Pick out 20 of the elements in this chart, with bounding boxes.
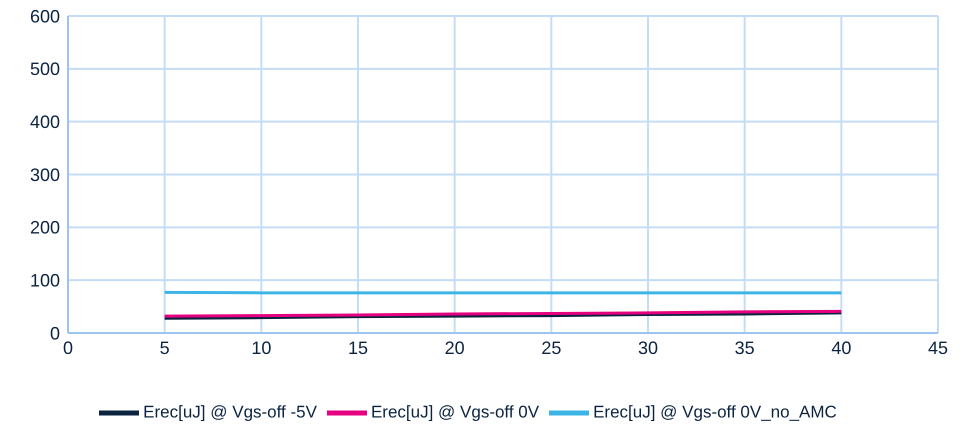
y-tick-label: 600 (30, 6, 60, 26)
legend-label: Erec[uJ] @ Vgs-off -5V (143, 402, 317, 422)
x-tick-label: 15 (348, 338, 368, 358)
x-tick-label: 35 (734, 338, 755, 358)
x-tick-label: 10 (251, 338, 272, 358)
x-tick-label: 5 (160, 338, 170, 358)
legend-label: Erec[uJ] @ Vgs-off 0V (370, 402, 540, 422)
y-tick-label: 100 (30, 270, 60, 291)
y-tick-label: 0 (50, 323, 60, 344)
x-tick-label: 30 (638, 338, 658, 358)
x-tick-label: 45 (928, 338, 948, 358)
x-tick-label: 25 (541, 338, 562, 358)
y-tick-label: 500 (30, 59, 60, 80)
x-tick-label: 40 (831, 338, 852, 358)
x-tick-label: 20 (444, 338, 465, 358)
legend-label: Erec[uJ] @ Vgs-off 0V_no_AMC (593, 402, 837, 422)
x-tick-label: 0 (62, 338, 74, 358)
y-tick-label: 400 (30, 112, 60, 132)
y-tick-label: 200 (30, 218, 60, 238)
y-tick-label: 300 (30, 164, 60, 185)
